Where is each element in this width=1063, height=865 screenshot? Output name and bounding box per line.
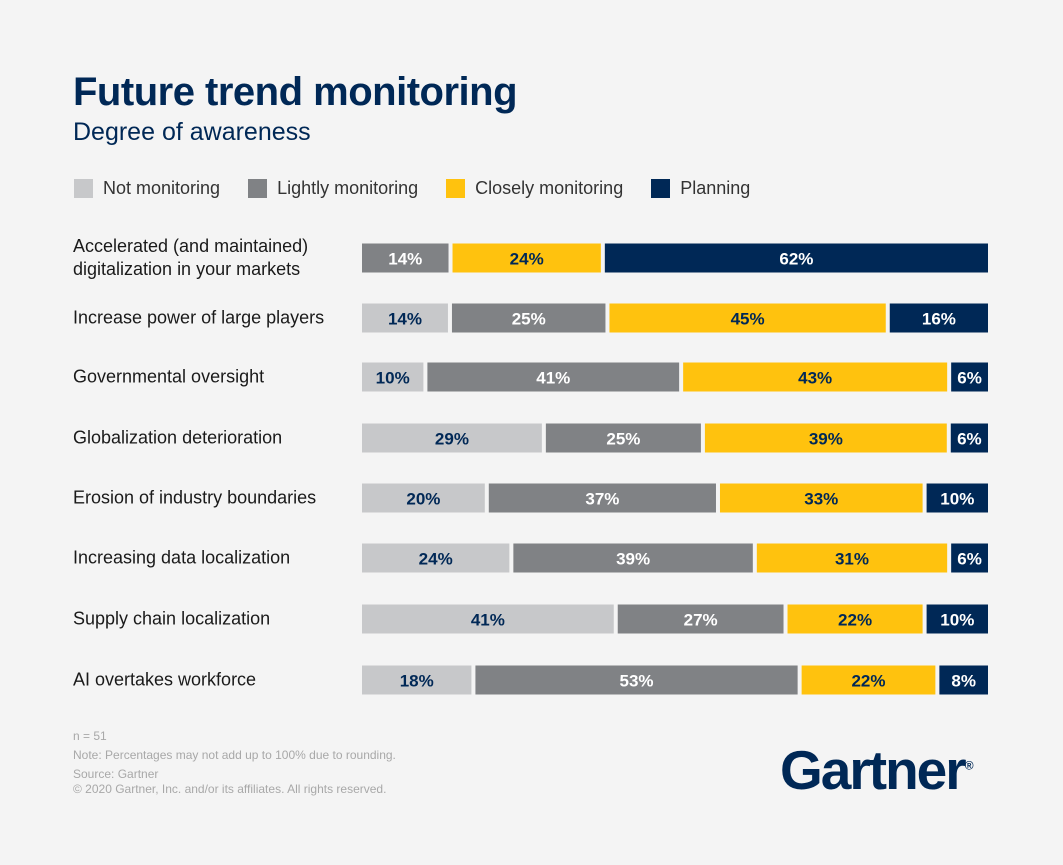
- bar-segment: [704, 423, 947, 453]
- bar-segment: [488, 483, 716, 513]
- legend-swatch: [248, 179, 268, 198]
- data-label: 41%: [471, 611, 505, 630]
- legend-swatch: [651, 179, 671, 198]
- legend-item: Planning: [651, 178, 750, 199]
- legend-label: Not monitoring: [103, 178, 221, 198]
- bar-segment: [951, 362, 988, 392]
- bar-segment: [950, 423, 988, 453]
- bar-segment: [427, 362, 680, 392]
- bar-segment: [362, 665, 472, 695]
- category-label: Erosion of industry boundaries: [73, 487, 317, 508]
- legend-item: Lightly monitoring: [248, 178, 418, 199]
- data-label: 25%: [512, 310, 546, 329]
- bar-segment: [545, 423, 701, 453]
- data-label: 29%: [435, 430, 469, 449]
- legend-item: Not monitoring: [74, 178, 220, 199]
- category-label: Accelerated (and maintained) digitalizat…: [73, 236, 309, 279]
- bar-segment: [683, 362, 948, 392]
- legend-item: Closely monitoring: [446, 178, 623, 199]
- data-label: 6%: [957, 369, 982, 388]
- bar-segment: [926, 604, 988, 634]
- data-label: 39%: [616, 550, 650, 569]
- note: Note: Percentages may not add up to 100%…: [73, 748, 396, 762]
- legend-swatch: [74, 179, 93, 198]
- data-label: 6%: [957, 430, 982, 449]
- data-label: 8%: [951, 672, 976, 691]
- bar-segment: [362, 303, 448, 333]
- data-label: 10%: [376, 369, 410, 388]
- legend-label: Planning: [680, 178, 751, 198]
- data-label: 10%: [940, 611, 974, 630]
- bar-segment: [951, 543, 988, 573]
- copyright: © 2020 Gartner, Inc. and/or its affiliat…: [73, 782, 387, 796]
- bar-segment: [362, 423, 542, 453]
- bar-segment: [451, 303, 606, 333]
- category-label: Governmental oversight: [73, 366, 265, 387]
- bar-segment: [362, 604, 614, 634]
- bar-segment: [604, 243, 988, 273]
- category-label: Globalization deterioration: [73, 427, 283, 448]
- data-label: 39%: [809, 430, 843, 449]
- data-label: 6%: [957, 550, 982, 569]
- category-label: Increase power of large players: [73, 307, 325, 328]
- data-label: 16%: [922, 310, 956, 329]
- category-label: Supply chain localization: [73, 608, 271, 629]
- bar-segment: [926, 483, 988, 513]
- category-label: AI overtakes workforce: [73, 669, 257, 690]
- bar-segment: [939, 665, 988, 695]
- data-label: 37%: [585, 490, 619, 509]
- chart-title: Future trend monitoring: [73, 70, 518, 114]
- bar-segment: [362, 243, 449, 273]
- bar-segment: [452, 243, 601, 273]
- bar-segment: [801, 665, 936, 695]
- bar-segment: [513, 543, 753, 573]
- source: Source: Gartner: [73, 767, 159, 781]
- legend-label: Lightly monitoring: [277, 178, 419, 198]
- bar-segment: [889, 303, 988, 333]
- legend-swatch: [446, 179, 466, 198]
- legend-label: Closely monitoring: [475, 178, 624, 198]
- bar-segment: [362, 362, 424, 392]
- data-label: 53%: [620, 672, 654, 691]
- data-label: 22%: [838, 611, 872, 630]
- data-label: 62%: [779, 250, 813, 269]
- data-label: 43%: [798, 369, 832, 388]
- bar-segment: [787, 604, 923, 634]
- data-label: 27%: [684, 611, 718, 630]
- data-label: 14%: [388, 310, 422, 329]
- bar-segment: [475, 665, 798, 695]
- bar-segment: [719, 483, 923, 513]
- data-label: 33%: [804, 490, 838, 509]
- data-label: 24%: [419, 550, 453, 569]
- data-label: 25%: [606, 430, 640, 449]
- sample-size: n = 51: [73, 729, 107, 743]
- category-label: Increasing data localization: [73, 547, 291, 568]
- data-label: 45%: [731, 310, 765, 329]
- legend: Not monitoring Lightly monitoring Closely …: [74, 178, 778, 199]
- bar-segment: [756, 543, 948, 573]
- bar-segment: [362, 483, 485, 513]
- bar-segment: [617, 604, 784, 634]
- data-label: 10%: [940, 490, 974, 509]
- data-label: 18%: [400, 672, 434, 691]
- data-label: 22%: [851, 672, 885, 691]
- data-label: 20%: [406, 490, 440, 509]
- bar-segment: [609, 303, 886, 333]
- data-label: 31%: [835, 550, 869, 569]
- bar-segment: [362, 543, 510, 573]
- gartner-logo: Gartner®: [780, 739, 974, 801]
- data-label: 41%: [536, 369, 570, 388]
- chart-subtitle: Degree of awareness: [73, 118, 311, 146]
- data-label: 24%: [510, 250, 544, 269]
- data-label: 14%: [388, 250, 422, 269]
